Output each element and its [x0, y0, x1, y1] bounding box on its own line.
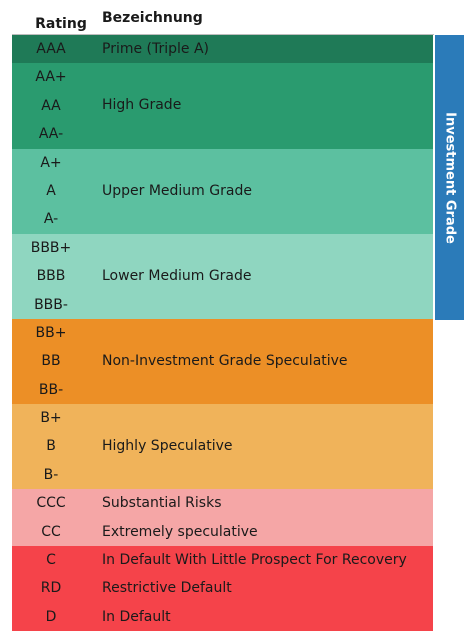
rating-description: In Default — [102, 608, 171, 625]
table-row: RD Restrictive Default — [12, 574, 433, 602]
table-row: AA — [12, 92, 433, 120]
rating-description: High Grade — [102, 97, 182, 114]
table-row: AA+ — [12, 63, 433, 91]
rating-code: B+ — [40, 410, 62, 427]
table-row: A- — [12, 205, 433, 233]
table-row: B- — [12, 461, 433, 489]
header-divider — [12, 34, 434, 35]
rating-group: A+ A A- Upper Medium Grade — [12, 148, 433, 234]
rating-code: RD — [40, 580, 62, 597]
rating-group: CCC Substantial Risks CC Extremely speculat… — [12, 489, 433, 547]
rating-code: A+ — [40, 154, 62, 171]
table-row: AA- — [12, 120, 433, 148]
rating-description: In Default With Little Prospect For Reco… — [102, 552, 407, 569]
table-row: C In Default With Little Prospect For Rec… — [12, 546, 433, 574]
rating-code: AA+ — [35, 69, 67, 86]
rating-code: AAA — [36, 41, 66, 57]
rating-group: AA+ AA AA- High Grade — [12, 63, 433, 149]
rating-code: AA — [41, 97, 61, 114]
rating-code: BB- — [38, 381, 64, 398]
rating-code: A — [46, 182, 56, 199]
rating-group: BBB+ BBB BBB- Lower Medium Grade — [12, 233, 433, 319]
table-header: Rating Bezeichnung — [0, 0, 434, 35]
bezeichnung-column-header: Bezeichnung — [102, 10, 203, 26]
rating-code: C — [46, 552, 56, 569]
rating-code: CCC — [36, 495, 66, 512]
rating-column-header: Rating — [35, 16, 87, 32]
rating-description: Lower Medium Grade — [102, 267, 252, 284]
table-row: D In Default — [12, 603, 433, 631]
investment-grade-bracket: Investment Grade — [434, 35, 464, 320]
rating-description: Restrictive Default — [102, 580, 232, 597]
table-row: AAA — [12, 35, 433, 63]
table-row: BBB — [12, 262, 433, 290]
rating-group: AAA Prime (Triple A) — [12, 35, 433, 64]
rating-code: A- — [43, 211, 59, 228]
investment-grade-label: Investment Grade — [442, 111, 457, 244]
rating-description: Prime (Triple A) — [102, 41, 210, 57]
rating-code: B — [46, 438, 56, 455]
table-row: A — [12, 177, 433, 205]
table-row: BBB- — [12, 291, 433, 319]
table-row: A+ — [12, 149, 433, 177]
rating-code: D — [45, 608, 57, 625]
rating-code: BB+ — [35, 324, 67, 341]
rating-code: AA- — [38, 126, 64, 143]
rating-code: B- — [43, 466, 59, 483]
rating-code: BB — [41, 353, 61, 370]
rating-description: Substantial Risks — [102, 495, 222, 512]
rating-description: Extremely speculative — [102, 523, 258, 540]
table-row: CC Extremely speculative — [12, 518, 433, 546]
rating-group: BB+ BB BB- Non-Investment Grade Speculative — [12, 318, 433, 405]
rating-code: CC — [41, 523, 61, 540]
rating-group: B+ B B- Highly Speculative — [12, 404, 433, 490]
rating-description: Upper Medium Grade — [102, 182, 252, 199]
rating-code: BBB — [36, 268, 66, 285]
table-row: BBB+ — [12, 234, 433, 262]
table-row: B — [12, 432, 433, 460]
table-row: BB — [12, 347, 433, 375]
rating-table: AAA Prime (Triple A) AA+ AA AA- High Grade A+ A… — [12, 35, 433, 632]
table-row: CCC Substantial Risks — [12, 489, 433, 517]
rating-code: BBB- — [34, 296, 68, 313]
table-row: BB- — [12, 376, 433, 404]
rating-code: BBB+ — [30, 239, 72, 256]
rating-description: Non-Investment Grade Speculative — [102, 352, 348, 369]
rating-description: Highly Speculative — [102, 438, 233, 455]
rating-group: C In Default With Little Prospect For Rec… — [12, 546, 433, 632]
table-row: BB+ — [12, 319, 433, 347]
table-row: B+ — [12, 404, 433, 432]
